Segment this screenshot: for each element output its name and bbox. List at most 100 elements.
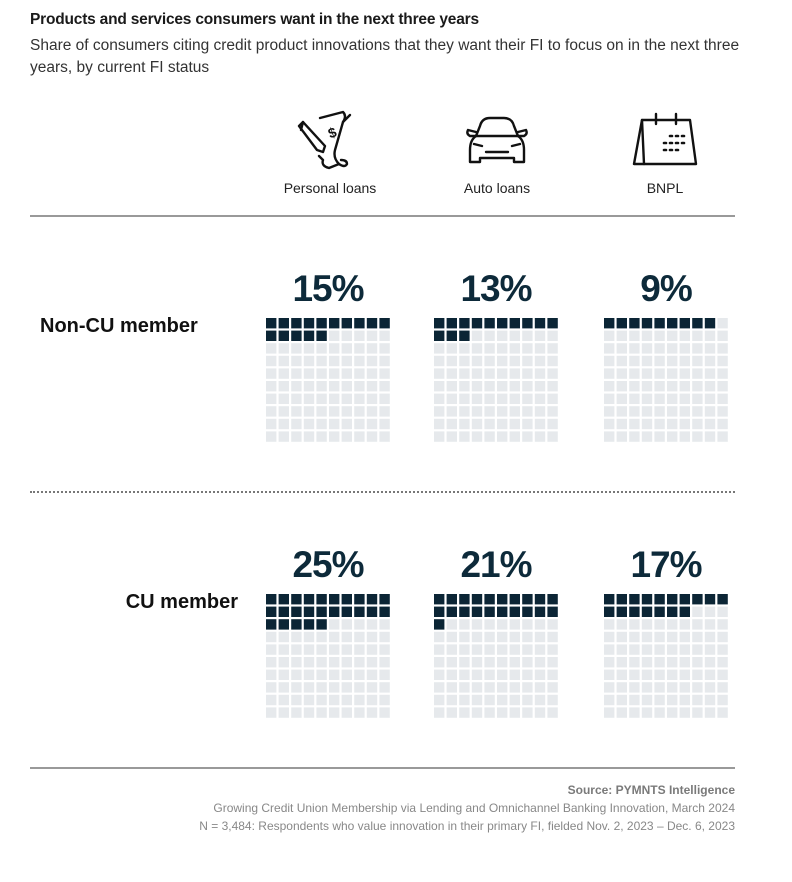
waffle-cell-empty [446, 657, 457, 668]
waffle-cell-empty [509, 406, 520, 417]
waffle-cell-empty [459, 657, 470, 668]
waffle-cell-empty [667, 694, 678, 706]
waffle-cell-empty [547, 669, 558, 680]
waffle-cell-empty [667, 406, 678, 417]
waffle-cell-filled [629, 594, 640, 605]
waffle-cell-empty [654, 330, 665, 341]
waffle-cell-empty [266, 644, 277, 655]
waffle-cell-empty [717, 707, 728, 718]
waffle-cell-empty [717, 644, 728, 655]
waffle-cell-empty [434, 431, 445, 442]
waffle-cell-empty [303, 406, 315, 417]
waffle-cell-empty [509, 631, 520, 643]
waffle-cell-empty [341, 393, 352, 404]
waffle-cell-filled [471, 594, 483, 605]
waffle-cell-empty [278, 418, 289, 430]
waffle-cell-empty [679, 657, 690, 668]
waffle-cell-empty [329, 619, 340, 630]
waffle-cell-empty [692, 669, 703, 680]
report-note: Growing Credit Union Membership via Lend… [213, 801, 735, 815]
waffle-cell-empty [303, 707, 315, 718]
waffle-cell-empty [692, 694, 703, 706]
waffle-cell-filled [629, 606, 640, 617]
waffle-cell-filled [484, 606, 495, 617]
waffle-cell-filled [366, 594, 378, 605]
waffle-cell-empty [471, 355, 483, 367]
waffle-cell-empty [641, 682, 653, 693]
waffle-cell-empty [329, 669, 340, 680]
waffle-cell-empty [366, 682, 378, 693]
waffle-cell-empty [629, 619, 640, 630]
waffle-cell-empty [341, 631, 352, 643]
waffle-cell-empty [497, 355, 508, 367]
waffle-cell-empty [641, 669, 653, 680]
waffle-cell-empty [534, 657, 546, 668]
waffle-cell-empty [329, 393, 340, 404]
waffle-cell-empty [329, 644, 340, 655]
waffle-cell-filled [446, 594, 457, 605]
waffle-cell-empty [354, 381, 365, 392]
waffle-cell-empty [717, 669, 728, 680]
waffle-cell-empty [379, 355, 390, 367]
waffle-cell-empty [446, 381, 457, 392]
waffle-cell-empty [446, 393, 457, 404]
waffle-cell-filled [291, 318, 302, 329]
waffle-cell-empty [692, 343, 703, 354]
waffle-cell-filled [266, 330, 277, 341]
waffle-cell-empty [278, 393, 289, 404]
waffle-cell-empty [471, 431, 483, 442]
waffle-cell-empty [316, 682, 327, 693]
waffle-cell-empty [278, 343, 289, 354]
waffle-cell-empty [366, 330, 378, 341]
waffle-cell-empty [667, 418, 678, 430]
waffle-cell-empty [629, 631, 640, 643]
sample-note: N = 3,484: Respondents who value innovat… [199, 819, 735, 833]
waffle-cell-empty [459, 619, 470, 630]
waffle-cell-empty [484, 393, 495, 404]
waffle-cell-empty [704, 343, 716, 354]
waffle-cell-filled [667, 606, 678, 617]
waffle-cell-empty [291, 707, 302, 718]
waffle-cell-empty [497, 393, 508, 404]
waffle-cell-empty [484, 631, 495, 643]
waffle-cell-empty [291, 343, 302, 354]
waffle-cell-empty [534, 381, 546, 392]
waffle-cell-empty [534, 682, 546, 693]
waffle-cell-empty [354, 682, 365, 693]
waffle-cell-filled [354, 318, 365, 329]
waffle-cell-empty [604, 694, 615, 706]
waffle-cell-empty [547, 393, 558, 404]
waffle-cell-empty [446, 694, 457, 706]
waffle-cell-empty [459, 418, 470, 430]
waffle-cell-empty [547, 682, 558, 693]
waffle-cell-empty [534, 330, 546, 341]
waffle-cell-empty [704, 330, 716, 341]
waffle-cell-empty [471, 619, 483, 630]
waffle-cell-empty [366, 418, 378, 430]
waffle-cell-empty [341, 669, 352, 680]
waffle-cell-filled [303, 318, 315, 329]
waffle-cell-empty [522, 330, 533, 341]
waffle-cell-empty [459, 669, 470, 680]
waffle-cell-empty [497, 330, 508, 341]
waffle-cell-empty [434, 343, 445, 354]
waffle-cell-empty [717, 318, 728, 329]
waffle-cell-empty [616, 406, 627, 417]
waffle-cell-filled [316, 330, 327, 341]
waffle-cell-empty [484, 682, 495, 693]
waffle-cell-empty [291, 694, 302, 706]
waffle-cell-empty [629, 355, 640, 367]
waffle-cell-empty [509, 330, 520, 341]
waffle-cell-empty [379, 330, 390, 341]
waffle-cell-empty [641, 631, 653, 643]
waffle-cell-filled [278, 606, 289, 617]
waffle-cell-empty [679, 669, 690, 680]
waffle-cell-empty [484, 619, 495, 630]
waffle-cell-empty [316, 644, 327, 655]
waffle-cell-empty [303, 343, 315, 354]
waffle-cell-empty [717, 631, 728, 643]
waffle-cell-empty [547, 694, 558, 706]
waffle-cell-empty [704, 418, 716, 430]
waffle-cell-empty [459, 707, 470, 718]
